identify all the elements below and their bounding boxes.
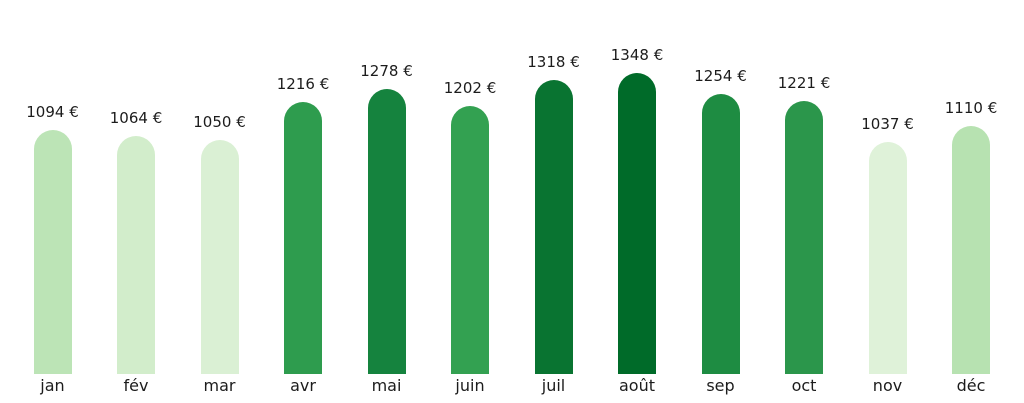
bar-août xyxy=(618,73,656,374)
x-tick-label-sep: sep xyxy=(706,376,735,395)
bar-avr xyxy=(284,102,322,374)
bar-mai xyxy=(367,89,406,374)
bar-value-label-déc: 1110 € xyxy=(944,99,998,117)
bar-fév xyxy=(117,136,155,374)
bar-oct xyxy=(785,101,823,374)
bar-value-label-août: 1348 € xyxy=(610,46,664,64)
x-tick-label-déc: déc xyxy=(956,376,986,395)
bar-sep xyxy=(701,94,740,374)
x-tick-label-août: août xyxy=(618,376,655,395)
bar-value-label-mar: 1050 € xyxy=(193,113,246,131)
bar-déc xyxy=(952,126,990,374)
x-tick-label-fév: fév xyxy=(123,376,149,395)
bar-value-label-oct: 1221 € xyxy=(777,74,831,92)
bar-juil xyxy=(534,80,573,374)
bar-nov xyxy=(868,142,907,374)
x-tick-label-avr: avr xyxy=(290,376,316,395)
bar-value-label-jan: 1094 € xyxy=(26,103,79,121)
bar-mar xyxy=(200,140,239,374)
x-tick-label-juin: juin xyxy=(455,376,485,395)
x-tick-label-mai: mai xyxy=(371,376,402,395)
bar-jan xyxy=(33,130,72,374)
bar-value-label-juin: 1202 € xyxy=(443,79,497,97)
x-tick-label-oct: oct xyxy=(791,376,817,395)
x-tick-label-mar: mar xyxy=(203,376,236,395)
x-tick-label-jan: jan xyxy=(40,376,65,395)
bar-value-label-nov: 1037 € xyxy=(861,115,914,133)
bar-value-label-avr: 1216 € xyxy=(276,75,330,93)
bar-value-label-mai: 1278 € xyxy=(360,62,413,80)
bar-value-label-juil: 1318 € xyxy=(527,53,580,71)
x-tick-label-nov: nov xyxy=(872,376,903,395)
bar-value-label-sep: 1254 € xyxy=(694,67,747,85)
bar-juin xyxy=(451,106,489,374)
x-tick-label-juil: juil xyxy=(541,376,566,395)
bar-value-label-fév: 1064 € xyxy=(109,109,163,127)
